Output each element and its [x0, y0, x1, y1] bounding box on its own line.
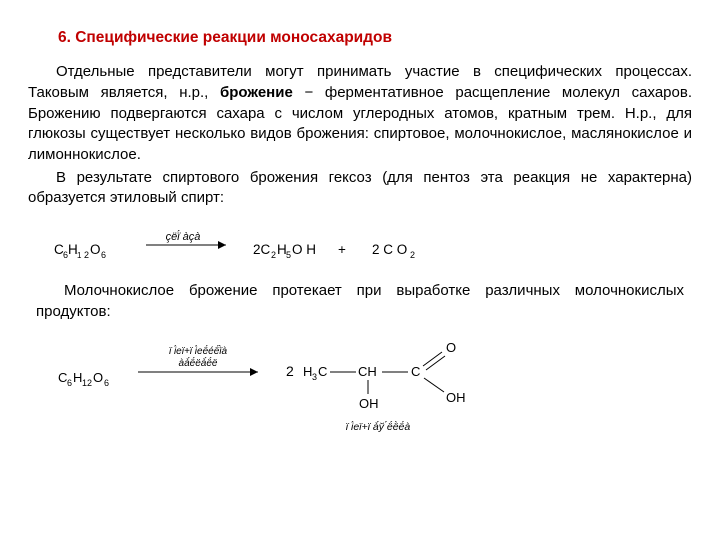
page: 6. Специфические реакции моносахаридов О… [0, 0, 720, 540]
eq1-sub: 2 [410, 250, 415, 260]
equation-1: C 6 H 1 2 O 6 çёї́ àçà 2C 2 H 5 O H + 2 … [28, 227, 692, 267]
eq1-sub: 5 [286, 250, 291, 260]
eq2-caption: ї і́еї+ї à́ў ́ё́ё̀ё́à [346, 420, 411, 433]
eq2-arrow-label-1: ї і́еї+ї і́её́е́ё́ї̀à [169, 344, 228, 357]
eq2-ch3: C [318, 364, 327, 379]
paragraph-3: Молочнокислое брожение протекает при выр… [36, 281, 684, 322]
eq2-coef: 2 [286, 363, 294, 379]
eq1-coef: 2C [253, 242, 271, 257]
eq2-reactant: C [58, 370, 67, 385]
eq1-sub: 1 [77, 251, 82, 260]
eq2-sub: 12 [82, 378, 92, 388]
equation-2: C 6 H 12 O 6 ї і́еї+ї і́её́е́ё́ї̀à àà́ё́… [28, 330, 692, 445]
eq1-sub: 6 [101, 250, 106, 260]
eq2-reactant: H [73, 370, 82, 385]
eq1-coef2: 2 C O [372, 242, 407, 257]
eq2-o-dbl: O [446, 340, 456, 355]
paragraph-2: В результате спиртового брожения гексоз … [28, 168, 692, 209]
eq2-c: C [411, 364, 420, 379]
eq2-arrow-head [250, 368, 258, 376]
eq2-arrow-label-2: àà́ё́ёà́ё́ё [179, 356, 218, 369]
eq2-oh-right: OH [446, 390, 466, 405]
section-heading: 6. Специфические реакции моносахаридов [58, 28, 692, 48]
eq1-arrow-label: çёї́ àçà [166, 230, 201, 243]
eq1-sub: 2 [271, 250, 276, 260]
eq2-dbond1 [423, 352, 442, 366]
eq2-bond-dr [424, 378, 444, 392]
eq1-sub: 2 [84, 250, 89, 260]
paragraph-1: Отдельные представители могут принимать … [28, 62, 692, 165]
eq1-plus: + [338, 242, 346, 257]
eq1-prod: O H [292, 242, 316, 257]
eq2-sub: 3 [312, 372, 317, 382]
eq2-ch3: H [303, 364, 312, 379]
eq1-reactant: O [90, 242, 101, 257]
eq1-arrow-head [218, 241, 226, 249]
eq2-sub: 6 [104, 378, 109, 388]
eq2-ch: CH [358, 364, 377, 379]
eq2-sub: 6 [67, 378, 72, 388]
eq2-reactant: O [93, 370, 103, 385]
eq2-oh-left: OH [359, 396, 379, 411]
eq2-dbond2 [426, 356, 445, 370]
p1-bold: брожение [220, 84, 293, 101]
